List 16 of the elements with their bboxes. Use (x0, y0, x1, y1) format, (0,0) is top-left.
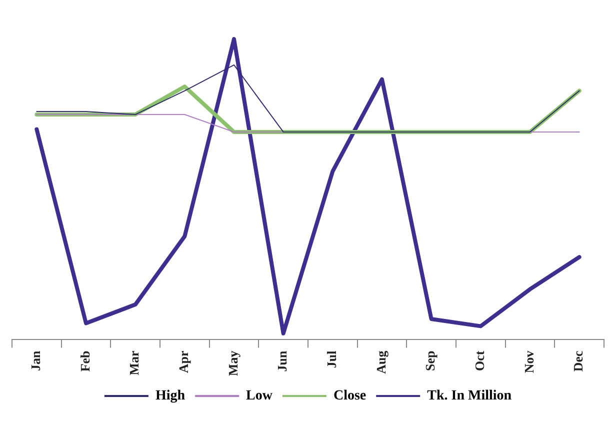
x-tick-label: Jun (274, 350, 290, 372)
x-tick-label: Mar (126, 350, 142, 376)
x-tick-label: May (225, 350, 240, 376)
x-tick-label: Dec (570, 350, 586, 372)
x-tick-label: Jan (28, 350, 44, 371)
legend-label: Tk. In Million (427, 388, 512, 404)
legend-label: High (155, 388, 186, 404)
x-tick-label: Sep (422, 350, 438, 371)
x-tick-label: Jul (324, 350, 340, 368)
x-tick-label: Feb (77, 350, 92, 372)
legend-label: Low (246, 388, 274, 404)
x-tick-label: Nov (521, 350, 536, 374)
x-tick-label: Apr (176, 350, 192, 374)
x-tick-label: Aug (373, 350, 388, 374)
legend-label: Close (333, 388, 366, 404)
x-tick-label: Oct (472, 350, 488, 371)
